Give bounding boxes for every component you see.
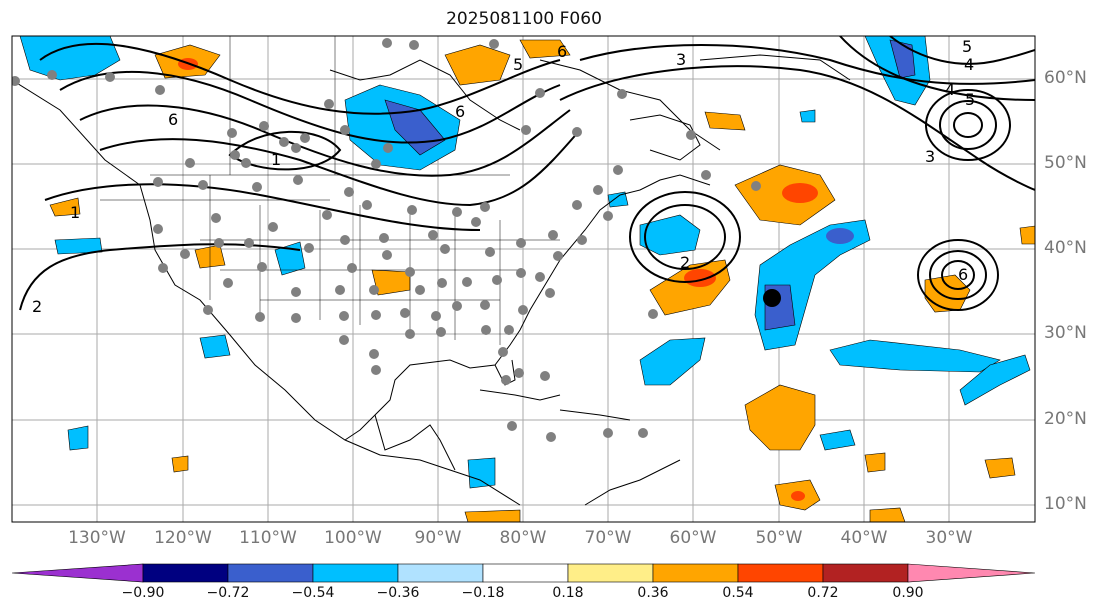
- colorbar-label: 0.18: [552, 585, 584, 601]
- colorbar-segment: [227, 563, 314, 583]
- lon-label: 30°W: [925, 528, 973, 548]
- contour-label: 4: [945, 80, 955, 99]
- colorbar-segment: [142, 563, 229, 583]
- colorbar-segment: [652, 563, 739, 583]
- lat-label: 10°N: [1044, 494, 1087, 514]
- state-borders: [100, 36, 560, 345]
- contour-label: 2: [680, 253, 690, 272]
- contour-label: 5: [965, 90, 975, 109]
- lon-label: 120°W: [154, 528, 212, 548]
- contours: [19, 36, 1035, 311]
- map-title: 2025081100 F060: [446, 9, 602, 29]
- lon-label: 110°W: [239, 528, 297, 548]
- colorbar-label: 0.72: [807, 585, 839, 601]
- colorbar-label: 0.90: [892, 585, 924, 601]
- colorbar-segment: [11, 563, 144, 583]
- shaded-anomalies: [19, 36, 1035, 522]
- colorbar-label: 0.36: [637, 585, 669, 601]
- colorbar-label: 0.54: [722, 585, 754, 601]
- lon-label: 60°W: [669, 528, 717, 548]
- contour-label: 3: [676, 50, 686, 69]
- colorbar-segment: [822, 563, 909, 583]
- colorbar-segment: [482, 563, 569, 583]
- lon-label: 130°W: [68, 528, 126, 548]
- lat-label: 30°N: [1044, 323, 1087, 343]
- contour-label: 2: [32, 297, 42, 316]
- colorbar-label: −0.36: [376, 585, 420, 601]
- lat-label: 40°N: [1044, 238, 1087, 258]
- lon-label: 80°W: [499, 528, 547, 548]
- lon-label: 100°W: [324, 528, 382, 548]
- colorbar-label: −0.90: [121, 585, 165, 601]
- lon-label: 90°W: [414, 528, 462, 548]
- lat-label: 50°N: [1044, 153, 1087, 173]
- contour-label: 5: [962, 37, 972, 56]
- contour-label: 5: [513, 55, 523, 74]
- colorbar-label: −0.54: [291, 585, 335, 601]
- gridlines: [12, 36, 1035, 522]
- contour-label: 3: [925, 147, 935, 166]
- station-dots: [12, 38, 761, 442]
- lon-label: 40°W: [840, 528, 888, 548]
- map-frame: [11, 35, 1036, 523]
- contour-label: 6: [455, 102, 465, 121]
- colorbar-label: −0.72: [206, 585, 250, 601]
- contour-label: 4: [964, 55, 974, 74]
- lon-label: 50°W: [755, 528, 803, 548]
- contour-label: 1: [70, 203, 80, 222]
- contour-label: 6: [168, 110, 178, 129]
- colorbar: [11, 563, 1036, 583]
- colorbar-segment: [907, 563, 1036, 583]
- lat-label: 60°N: [1044, 68, 1087, 88]
- contour-label: 1: [271, 150, 281, 169]
- colorbar-segment: [567, 563, 654, 583]
- storm-center-marker: [763, 289, 781, 307]
- colorbar-segment: [312, 563, 399, 583]
- lon-label: 70°W: [584, 528, 632, 548]
- contour-label: 6: [557, 42, 567, 61]
- contour-label: 6: [958, 265, 968, 284]
- contour-labels: 1 1 2 2 3 3 4 4 5 5 6 6 6 5 6: [32, 37, 975, 316]
- lat-label: 20°N: [1044, 409, 1087, 429]
- colorbar-segment: [737, 563, 824, 583]
- colorbar-label: −0.18: [461, 585, 505, 601]
- colorbar-segment: [397, 563, 484, 583]
